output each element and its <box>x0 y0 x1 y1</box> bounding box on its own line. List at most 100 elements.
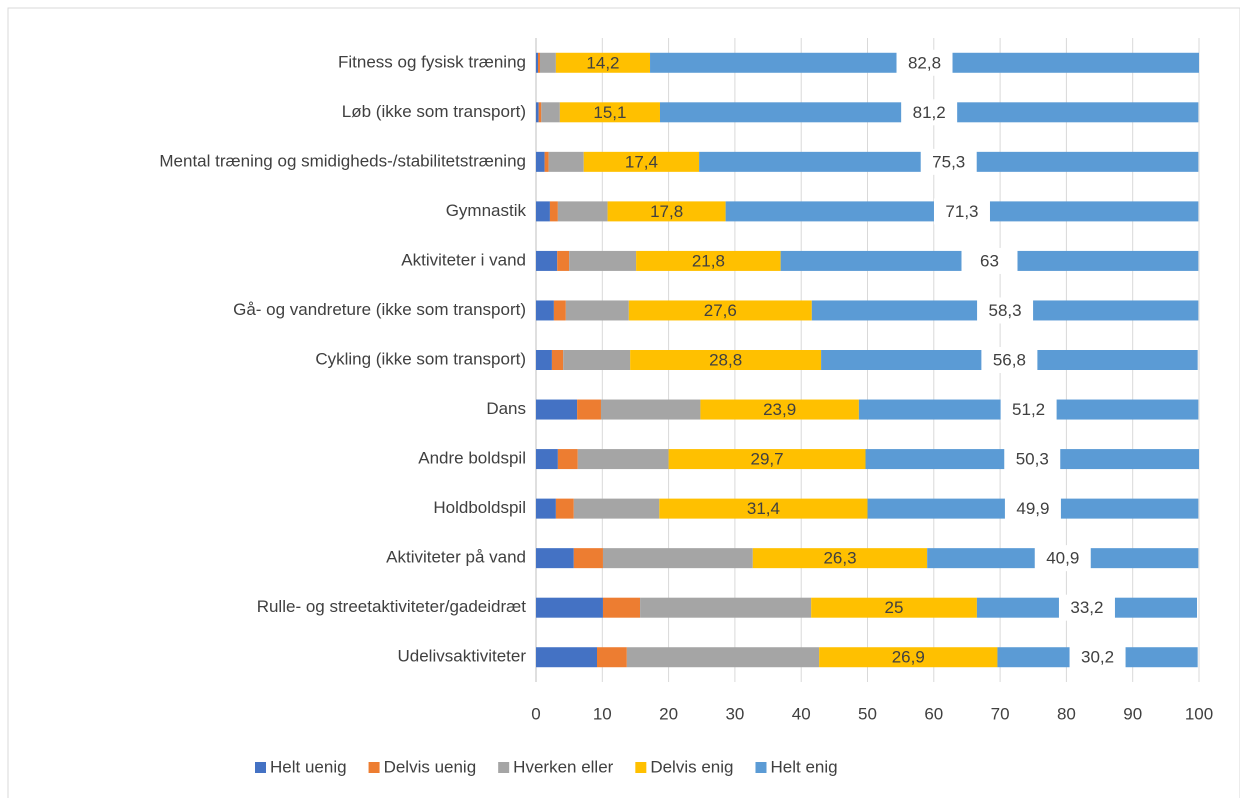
bar-segment <box>541 102 560 123</box>
label-box <box>1034 545 1091 572</box>
bar-segment <box>565 300 629 321</box>
label-box <box>1004 446 1061 473</box>
legend-swatch <box>755 762 767 773</box>
data-label: 81,2 <box>913 103 946 122</box>
bar-segment <box>536 350 552 370</box>
category-label: Dans <box>486 399 526 418</box>
category-label: Aktiviteter i vand <box>401 250 526 269</box>
data-label: 28,8 <box>709 350 742 369</box>
bar-segment <box>536 597 603 618</box>
bar-segment <box>537 52 540 73</box>
legend-swatch <box>635 762 647 773</box>
legend-swatch <box>498 762 510 773</box>
data-label: 51,2 <box>1012 400 1045 419</box>
data-label: 58,3 <box>989 301 1022 320</box>
data-label: 15,1 <box>593 103 626 122</box>
bar-segment <box>640 597 812 618</box>
bar-segment <box>536 449 558 470</box>
bar-segment <box>536 102 539 123</box>
bar-segment <box>536 548 574 569</box>
x-tick-label: 100 <box>1185 704 1213 723</box>
category-label: Cykling (ikke som transport) <box>315 349 526 368</box>
data-label: 71,3 <box>945 202 978 221</box>
category-label: Udelivsaktiviteter <box>398 647 527 666</box>
data-label: 30,2 <box>1081 648 1114 667</box>
bar-segment <box>555 498 574 519</box>
label-box <box>896 49 953 76</box>
data-label: 50,3 <box>1016 450 1049 469</box>
bar-segment <box>544 151 549 172</box>
bar-segment <box>607 201 726 222</box>
bar-segment <box>548 151 584 172</box>
label-box <box>1004 495 1061 522</box>
data-label: 26,9 <box>892 648 925 667</box>
bar-segment <box>557 201 608 222</box>
bar-segment <box>700 399 859 420</box>
data-label: 40,9 <box>1046 549 1079 568</box>
bar-segment <box>636 250 781 271</box>
data-label: 75,3 <box>932 152 965 171</box>
data-label: 25 <box>885 598 904 617</box>
data-label: 63 <box>980 251 999 270</box>
category-label: Gymnastik <box>446 201 527 220</box>
data-label: 23,9 <box>763 400 796 419</box>
data-label: 56,8 <box>993 350 1026 369</box>
category-label: Løb (ikke som transport) <box>342 102 526 121</box>
legend-label: Delvis enig <box>650 757 733 776</box>
bar-segment <box>577 449 669 470</box>
bar-segment <box>536 52 538 73</box>
bar-segment <box>539 52 556 73</box>
bar-segment <box>819 647 998 668</box>
label-box <box>933 198 990 225</box>
label-box <box>920 148 977 175</box>
bar-segment <box>596 647 627 668</box>
bar-segment <box>752 548 928 569</box>
label-box <box>1000 396 1057 423</box>
bar-segment <box>536 399 578 420</box>
bar-segment <box>602 548 753 569</box>
bar-segment <box>553 300 566 321</box>
bar-segment <box>630 350 822 370</box>
label-box <box>981 347 1038 373</box>
bar-segment <box>557 449 578 470</box>
bar-segment <box>536 498 556 519</box>
x-tick-label: 30 <box>725 704 744 723</box>
x-tick-label: 40 <box>792 704 811 723</box>
category-label: Gå- og vandreture (ikke som transport) <box>233 300 526 319</box>
data-label: 49,9 <box>1016 499 1049 518</box>
bar-segment <box>551 350 564 370</box>
category-label: Aktiviteter på vand <box>386 548 526 567</box>
data-label: 27,6 <box>704 301 737 320</box>
label-box <box>1058 594 1115 621</box>
bar-segment <box>628 300 812 321</box>
bar-segment <box>600 399 701 420</box>
bar-segment <box>659 498 868 519</box>
bar-segment <box>549 201 558 222</box>
category-label: Mental træning og smidigheds-/stabilitet… <box>159 151 526 170</box>
bar-segment <box>555 52 651 73</box>
legend-label: Helt uenig <box>270 757 347 776</box>
label-box <box>1069 644 1126 671</box>
label-box <box>977 297 1034 324</box>
category-label: Rulle- og streetaktiviteter/gadeidræt <box>257 597 527 616</box>
legend-label: Helt enig <box>770 757 837 776</box>
data-label: 17,8 <box>650 202 683 221</box>
legend-label: Delvis uenig <box>384 757 477 776</box>
legend-swatch <box>368 762 380 773</box>
x-tick-label: 90 <box>1123 704 1142 723</box>
bar-segment <box>536 250 558 271</box>
x-tick-label: 80 <box>1057 704 1076 723</box>
category-label: Holdboldspil <box>433 498 526 517</box>
data-label: 33,2 <box>1070 598 1103 617</box>
data-label: 29,7 <box>751 450 784 469</box>
x-tick-label: 0 <box>531 704 540 723</box>
bar-segment <box>538 102 542 123</box>
category-label: Fitness og fysisk træning <box>338 52 526 71</box>
label-box <box>901 99 958 126</box>
data-label: 26,3 <box>823 549 856 568</box>
bar-segment <box>559 102 660 123</box>
x-tick-label: 20 <box>659 704 678 723</box>
bar-segment <box>583 151 700 172</box>
bar-segment <box>563 350 631 370</box>
